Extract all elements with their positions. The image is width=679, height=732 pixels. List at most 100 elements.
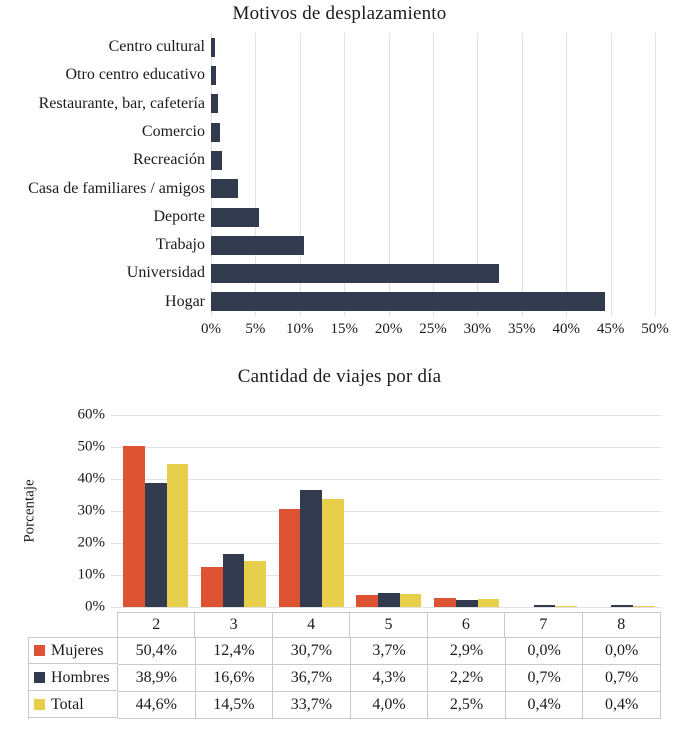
category-label: Deporte <box>153 207 205 225</box>
column-header: 8 <box>617 616 626 633</box>
gridline <box>433 33 434 316</box>
table-cell: 0,0% <box>583 638 661 665</box>
bar-mujeres-4 <box>278 508 301 607</box>
category-label: Trabajo <box>155 236 205 254</box>
bar-universidad <box>211 264 499 284</box>
y-axis-tickmark <box>111 415 117 416</box>
y-axis-tick-label: 30% <box>77 502 106 519</box>
table-cell: 0,4% <box>583 692 661 719</box>
bar-hombres-6 <box>455 600 478 607</box>
bar-restaurante-bar-cafeter-a <box>211 94 219 114</box>
x-axis-tick-label: 35% <box>508 321 536 337</box>
y-axis-tick-label: 50% <box>77 438 106 455</box>
gridline <box>655 33 656 316</box>
bar-trabajo <box>211 235 305 255</box>
y-axis-tick-label: 60% <box>77 406 106 423</box>
x-axis-tick-label: 0% <box>201 321 221 337</box>
x-axis-tick-label: 30% <box>463 321 492 337</box>
bar-hogar <box>211 292 606 312</box>
table-cell: 0,7% <box>505 665 584 692</box>
column-header: 2 <box>118 613 196 637</box>
gridline <box>255 33 257 316</box>
x-axis-tick-label: 40% <box>552 321 580 337</box>
bar-comercio <box>211 122 220 142</box>
table-cell: 2,9% <box>428 638 506 665</box>
x-axis-tick-label: 10% <box>286 321 314 337</box>
data-table: Mujeres 50,4% 12,4% 30,7% 3,7% 2,9% 0,0% 0,0% Ho… <box>28 637 661 719</box>
y-axis-tickmark <box>111 511 117 512</box>
category-label: Hogar <box>165 292 205 310</box>
column-header: 6 <box>428 613 506 637</box>
table-cell: 2,5% <box>428 692 506 719</box>
bar-mujeres-5 <box>356 595 379 607</box>
table-cell: 0,0% <box>505 638 584 665</box>
bar-total-3 <box>244 560 267 607</box>
category-label: Centro cultural <box>108 38 205 55</box>
legend-label: Total <box>51 695 84 713</box>
gridline <box>117 511 661 512</box>
chart-title: Motivos de desplazamiento <box>232 3 447 24</box>
table-cell: 4,0% <box>350 692 429 719</box>
y-axis-tickmark <box>111 479 117 480</box>
table-cell: 44,6% <box>118 692 196 719</box>
legend-swatch-mujeres <box>34 645 45 656</box>
gridline <box>117 479 661 480</box>
plot-area <box>111 415 661 608</box>
x-axis-tick-label: 5% <box>245 321 266 337</box>
table-cell: 50,4% <box>118 638 196 665</box>
table-cell: 33,7% <box>273 692 351 719</box>
category-label: Recreación <box>133 151 205 169</box>
table-cell: 12,4% <box>195 638 274 665</box>
x-axis-tick-label: 45% <box>596 321 625 337</box>
category-label: Universidad <box>126 264 205 282</box>
table-cell: 2,2% <box>428 665 506 692</box>
gridline <box>388 33 390 316</box>
gridline <box>117 575 661 576</box>
bar-hombres-4 <box>300 489 323 607</box>
x-axis-tick-labels: 0% 5% 10% 15% 20% 25% 30% 35% 40% 45% 50% <box>201 321 669 341</box>
bar-centro-cultural <box>211 37 215 57</box>
table-cell: 36,7% <box>273 665 351 692</box>
y-axis-tick-label: 10% <box>77 566 106 583</box>
gridline <box>211 33 212 316</box>
y-axis-tick-label: 40% <box>77 470 106 487</box>
table-cell: 0,7% <box>583 665 661 692</box>
gridline <box>521 33 523 316</box>
y-axis-tick-label: 20% <box>77 534 106 551</box>
legend-swatch-total <box>34 699 45 710</box>
gridline <box>566 33 568 316</box>
x-axis-tick-label: 50% <box>641 321 669 337</box>
y-axis-tickmark <box>111 575 117 576</box>
bar-total-4 <box>322 499 344 607</box>
column-header: 4 <box>273 613 351 637</box>
table-cell: 14,5% <box>195 692 274 719</box>
y-axis-tickmark <box>111 543 117 544</box>
gridline <box>117 415 661 416</box>
bar-casa-de-familiares-amigos <box>211 179 238 199</box>
bar-hombres-2 <box>145 482 167 607</box>
bar-mujeres-2 <box>123 445 145 607</box>
bar-mujeres-6 <box>434 597 456 607</box>
table-cell: 3,7% <box>350 638 429 665</box>
legend-swatch-hombres <box>34 672 45 683</box>
category-label: Otro centro educativo <box>65 66 206 84</box>
y-axis-tickmark <box>111 447 117 448</box>
bar-total-2 <box>166 464 189 607</box>
column-header: 7 <box>505 613 583 637</box>
bar-hombres-5 <box>378 593 400 607</box>
legend-item-mujeres: Mujeres <box>29 638 118 664</box>
bar-hombres-3 <box>222 553 245 607</box>
bar-mujeres-3 <box>201 567 223 607</box>
column-header: 5 <box>350 613 428 637</box>
gridline <box>117 607 661 608</box>
gridline <box>299 33 301 316</box>
legend-label: Hombres <box>51 668 110 686</box>
category-label: Comercio <box>141 122 205 140</box>
y-axis-tickmark <box>111 607 117 608</box>
y-axis-tick-labels: 0% 10% 20% 30% 40% 50% 60% <box>0 407 106 615</box>
category-label: Casa de familiares / amigos <box>28 179 205 197</box>
legend-item-total: Total <box>29 692 118 718</box>
legend-item-hombres: Hombres <box>29 665 118 691</box>
trip-motives-chart: Motivos de desplazamiento Centro cultura… <box>0 0 679 355</box>
bar-total-6 <box>477 599 500 607</box>
